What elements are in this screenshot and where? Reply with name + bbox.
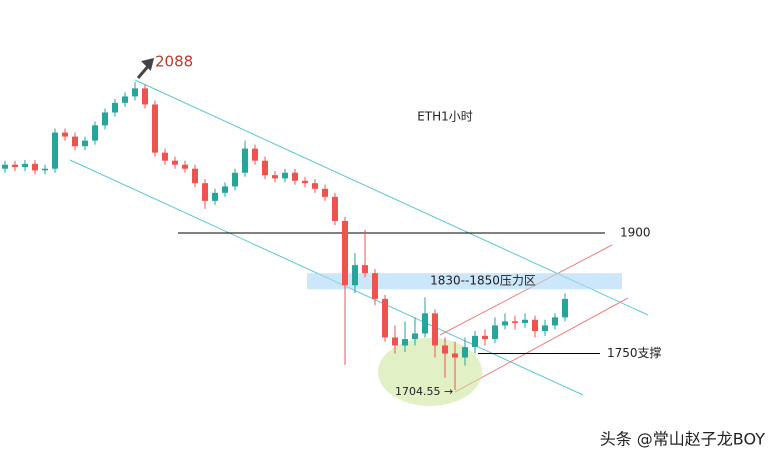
candle-body [232,172,238,187]
candle-body [472,335,478,348]
candle-body [332,196,338,221]
candle-body [52,132,58,169]
candle-body [532,319,538,332]
candle-body [282,172,288,179]
candle-body [22,163,28,168]
candle-body [162,152,168,161]
candle-body [212,192,218,201]
candle-body [242,148,248,173]
candle-body [342,220,348,286]
red-channel-lower [454,297,629,393]
candle-body [352,265,358,286]
candle-body [252,148,258,161]
candle-body [12,164,18,168]
candle-body [172,160,178,165]
candle-body [452,353,458,358]
candle-body [102,112,108,126]
candle-body [202,183,208,201]
candle-body [522,319,528,323]
candle-body [402,339,408,346]
candle-body [382,298,388,338]
candle-body [122,96,128,103]
candle-body [112,102,118,113]
chart-title: ETH1小时 [417,110,473,124]
candle-body [32,163,38,171]
candle-body [492,325,498,340]
high-label: 2088 [155,52,193,70]
candle-body [262,160,268,176]
candle-body [422,313,428,334]
candle-body [192,168,198,184]
candle-body [482,335,488,340]
candle-body [372,273,378,299]
candle-body [302,180,308,184]
watermark: 头条 @常山赵子龙BOY [600,430,766,449]
candle-body [92,125,98,141]
candle-body [542,325,548,332]
candle-body [392,337,398,346]
candle-body [362,265,368,274]
candle-body [42,168,48,171]
high-arrow [136,57,155,79]
candle-body [62,132,68,137]
red-channel-upper [439,244,613,336]
candle-body [412,333,418,340]
candle-body [292,172,298,181]
support-label: 1750支撑 [607,345,662,360]
candle-body [312,183,318,189]
candle-body [502,321,508,326]
candle-body [132,88,138,97]
candle-body [272,175,278,179]
candle-body [322,188,328,197]
zone-label: 1830--1850压力区 [430,274,536,288]
resistance-label: 1900 [620,226,651,240]
candle-body [72,136,78,147]
candle-body [2,164,8,169]
candle-body [512,321,518,323]
candle-body [442,345,448,354]
candle-body [562,298,568,318]
candle-body [462,347,468,358]
candle-body [222,186,228,193]
candle-body [552,317,558,326]
candle-body [182,164,188,169]
candle-body [82,140,88,147]
candle-body [152,104,158,153]
candle-body [142,88,148,105]
low-label: 1704.55 → [395,385,453,398]
pressure-zone [307,273,622,290]
candle-body [432,313,438,346]
